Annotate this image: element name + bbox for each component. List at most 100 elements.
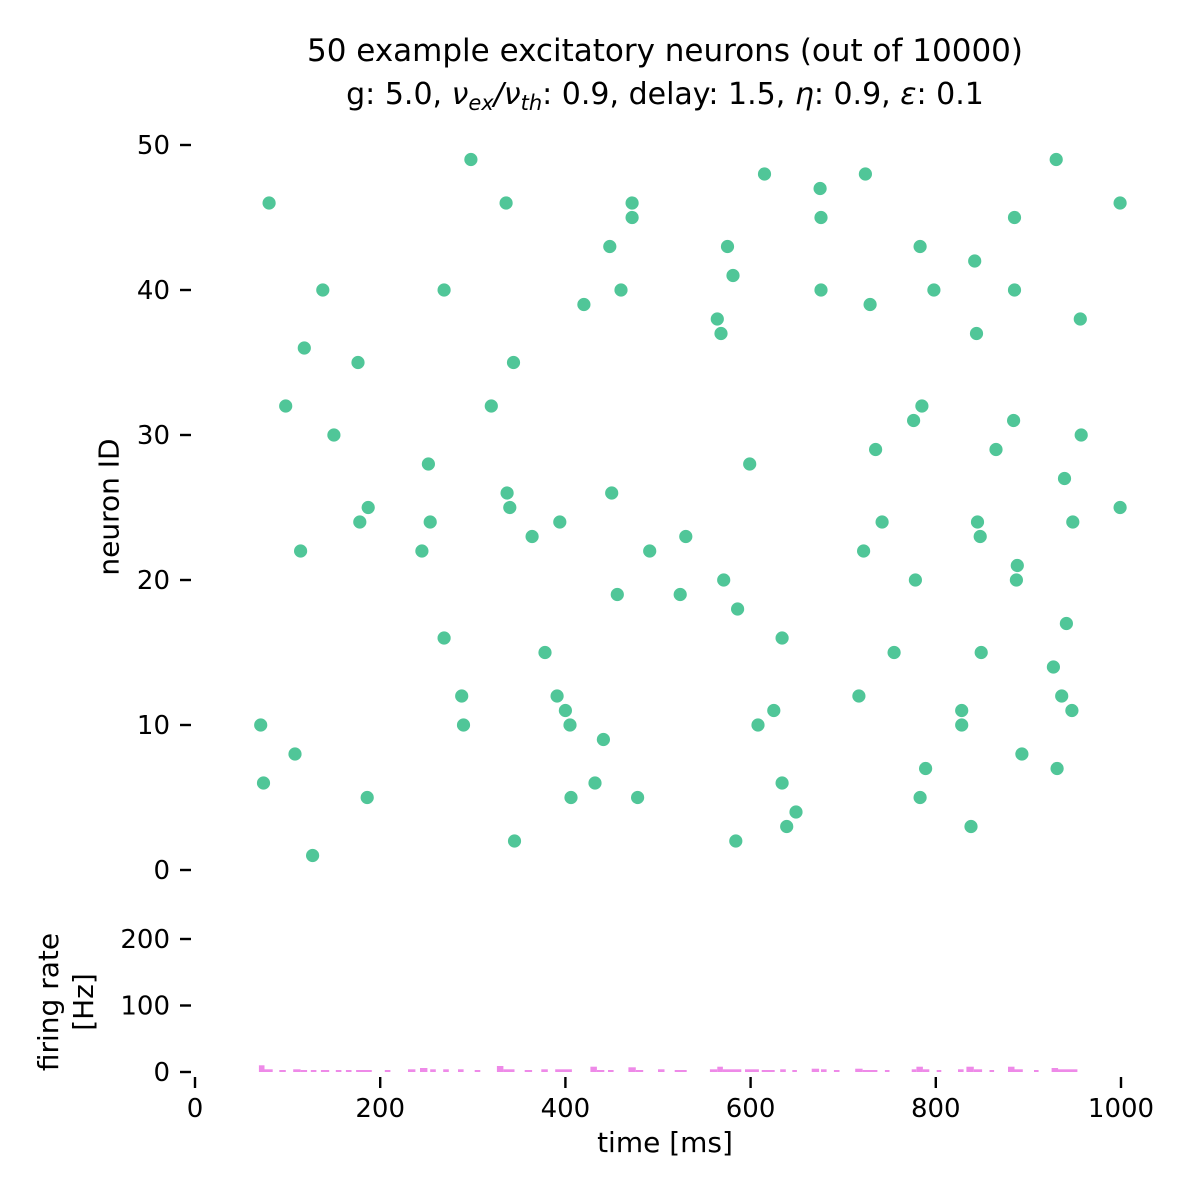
spike-dot: [717, 573, 731, 587]
spike-dot: [973, 529, 987, 544]
rate-bar: [936, 1070, 942, 1072]
spike-dot: [989, 442, 1003, 457]
rate-bar: [279, 1070, 286, 1072]
rate-bar: [1034, 1070, 1039, 1072]
spike-dot: [720, 239, 735, 254]
spike-dot: [550, 689, 564, 703]
rate-bar: [833, 1070, 840, 1072]
spike-dot: [351, 355, 365, 370]
spike-dot: [306, 848, 320, 863]
spike-dot: [789, 805, 803, 819]
spike-dot: [288, 747, 302, 761]
rate-bar: [722, 1069, 742, 1072]
spike-dot: [869, 442, 883, 457]
rate-y-tick-label: 100: [120, 992, 170, 1022]
plot-subtitle-segment: ex: [468, 91, 494, 115]
rate-bar: [911, 1069, 917, 1072]
plot-subtitle-segment: : 0.9, delay: 1.5,: [542, 77, 795, 112]
plot-subtitle-segment: η: [794, 77, 814, 112]
plot-subtitle-segment: g: 5.0,: [346, 77, 452, 112]
rate-bar: [658, 1069, 665, 1072]
spike-dot: [506, 355, 521, 370]
x-tick-label: 1000: [1088, 1094, 1154, 1124]
spike-dot: [955, 718, 969, 732]
spike-dot: [757, 167, 772, 181]
spike-dot: [1007, 413, 1021, 428]
rate-bar: [384, 1070, 391, 1072]
spike-dot: [361, 500, 375, 515]
rate-y-axis-label: firing rate [Hz]: [31, 933, 101, 1071]
spike-dot: [775, 776, 789, 790]
rate-bar: [1008, 1066, 1015, 1072]
spike-dot: [456, 718, 471, 732]
spike-dot: [464, 152, 478, 167]
raster-y-tick-label: 10: [137, 711, 170, 741]
rate-bar: [496, 1066, 504, 1072]
spike-dot: [1066, 515, 1080, 529]
spike-dot: [1113, 500, 1127, 515]
rate-bar: [310, 1070, 317, 1072]
spike-dot: [563, 718, 577, 732]
rate-bar: [590, 1066, 597, 1072]
rate-bar: [555, 1069, 572, 1072]
rate-bar: [345, 1070, 352, 1072]
spike-dot: [970, 515, 985, 529]
x-tick-label: 0: [187, 1094, 204, 1124]
spike-dot: [852, 689, 866, 703]
spike-dot: [279, 399, 293, 413]
spike-dot: [729, 834, 743, 848]
spike-dot: [915, 399, 929, 413]
rate-bar: [264, 1069, 273, 1072]
rate-bar: [503, 1069, 515, 1072]
spike-dot: [1065, 703, 1079, 718]
spike-dot: [297, 341, 311, 355]
spike-dot: [913, 239, 927, 254]
rate-bar: [443, 1069, 449, 1072]
spike-dot: [714, 326, 728, 341]
rate-bar: [916, 1066, 923, 1072]
raster-y-tick-label: 40: [137, 276, 170, 306]
spike-dot: [780, 819, 794, 834]
spike-dot: [908, 573, 923, 587]
spike-dot: [437, 631, 451, 645]
spike-dot: [499, 196, 513, 210]
rate-bar: [674, 1070, 687, 1072]
raster-y-tick-label: 50: [137, 131, 170, 161]
spike-dot: [969, 326, 984, 341]
spike-dot: [857, 544, 871, 558]
spike-dot: [254, 718, 268, 732]
spike-dot: [603, 239, 617, 254]
spike-dot: [1007, 283, 1022, 297]
rate-bar: [958, 1069, 964, 1072]
spike-dot: [919, 761, 933, 776]
rate-bar: [855, 1068, 863, 1072]
x-tick-label: 800: [911, 1094, 961, 1124]
x-axis-label: time [ms]: [597, 1126, 733, 1159]
spike-dot: [455, 689, 469, 703]
spike-dot: [553, 515, 567, 529]
spike-dot: [1009, 573, 1024, 587]
rate-bar: [745, 1069, 759, 1072]
rate-bar: [430, 1069, 436, 1072]
spike-dot: [1049, 152, 1063, 167]
spike-dot: [863, 297, 877, 312]
rate-y-tick-label: 200: [120, 925, 170, 955]
rate-bar: [458, 1069, 464, 1072]
spike-dot: [731, 602, 745, 616]
spike-dot: [1074, 428, 1088, 442]
spike-dot: [1010, 558, 1024, 573]
spike-dot: [1057, 471, 1072, 486]
spike-dot: [1046, 660, 1060, 674]
axes-ticks: 0 10 20 30 40 50 0 100 200 0 200 400 600 800 1000: [120, 131, 1154, 1124]
spike-dot: [913, 790, 927, 805]
rate-bar: [474, 1070, 481, 1072]
spike-dot: [631, 790, 645, 805]
rate-bar: [966, 1066, 974, 1072]
rate-bar: [541, 1069, 548, 1072]
raster-y-axis-label: neuron ID: [92, 438, 126, 576]
spike-dot: [751, 718, 765, 732]
spike-dot: [610, 587, 624, 602]
spike-dot: [294, 544, 308, 558]
spike-dot: [743, 457, 757, 471]
